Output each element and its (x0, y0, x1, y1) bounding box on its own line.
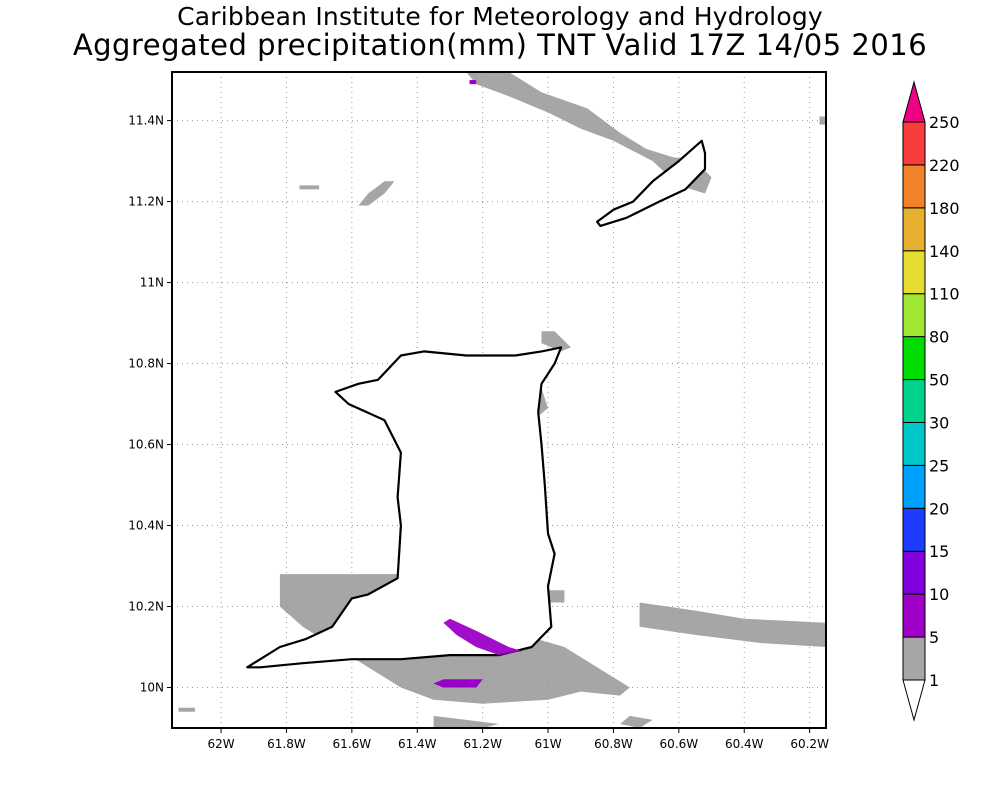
lon-tick-label: 61.4W (398, 737, 437, 751)
colorbar-box (902, 207, 926, 252)
precip-area-1-5mm (541, 331, 571, 352)
axis-ticks: 62W 61.8W 61.6W 61.4W 61.2W 61W 60.8W 60.6W 60.4… (128, 114, 829, 751)
colorbar-level-label: 250 (929, 113, 960, 132)
colorbar-box (902, 550, 926, 595)
lon-tick-label: 60.8W (594, 737, 633, 751)
colorbar-box (902, 336, 926, 381)
colorbar-box (902, 379, 926, 423)
colorbar-level-label: 50 (929, 371, 949, 390)
trinidad-outline (246, 346, 563, 669)
colorbar-box (902, 593, 926, 638)
colorbar-level-label: 5 (929, 628, 939, 647)
lon-tick-label: 62W (207, 737, 234, 751)
colorbar-level-label: 80 (929, 328, 949, 347)
precip-area-1-5mm (299, 185, 320, 190)
colorbar-level-label: 15 (929, 542, 949, 561)
precip-area-1-5mm (620, 715, 653, 728)
colorbar-box (902, 293, 926, 338)
lon-tick-label: 61.6W (333, 737, 372, 751)
precip-area-5-10mm-overlay (433, 679, 483, 688)
land-outlines (246, 80, 707, 688)
lat-tick-label: 10.2N (128, 600, 164, 614)
precip-area-1-5mm (178, 707, 195, 712)
lon-tick-label: 60.6W (660, 737, 699, 751)
colorbar-box (902, 250, 926, 295)
colorbar-level-label: 110 (929, 285, 960, 304)
lat-tick-label: 10.8N (128, 357, 164, 371)
colorbar-level-label: 20 (929, 499, 949, 518)
lon-tick-label: 61.2W (463, 737, 502, 751)
lon-tick-label: 61.8W (267, 737, 306, 751)
lat-tick-label: 11.2N (128, 195, 164, 209)
precip-area-1-5mm (358, 181, 395, 206)
precip-area-1-5mm (639, 602, 826, 647)
lat-tick-label: 10.6N (128, 438, 164, 452)
colorbar-level-label: 180 (929, 199, 960, 218)
colorbar-level-label: 220 (929, 156, 960, 175)
colorbar-level-label: 1 (929, 671, 939, 690)
colorbar-over-arrow (902, 80, 926, 123)
lon-tick-label: 61W (534, 737, 561, 751)
lon-tick-label: 60.2W (790, 737, 829, 751)
precip-area-5-10mm-overlay (469, 80, 477, 85)
colorbar-box (902, 421, 926, 466)
title-line-1: Caribbean Institute for Meteorology and … (177, 2, 823, 31)
colorbar-level-label: 140 (929, 242, 960, 261)
colorbar-level-label: 25 (929, 456, 949, 475)
lat-tick-label: 10.4N (128, 519, 164, 533)
gridlines (172, 72, 826, 728)
lat-tick-label: 11.4N (128, 114, 164, 128)
precip-area-5-10mm-overlay (443, 618, 522, 656)
colorbar-under-arrow (902, 679, 926, 722)
colorbar-level-label: 10 (929, 585, 949, 604)
precip-area-1-5mm (433, 715, 499, 728)
colorbar-box (902, 464, 926, 509)
lat-tick-label: 10N (140, 681, 164, 695)
colorbar-box (902, 507, 926, 552)
colorbar-level-label: 30 (929, 413, 949, 432)
colorbar-box (902, 164, 926, 209)
colorbar-box (902, 636, 926, 681)
map-frame (171, 71, 827, 729)
precip-area-1-5mm (548, 590, 565, 603)
tobago-outline (595, 139, 707, 227)
lon-tick-label: 60.4W (725, 737, 764, 751)
colorbar-box (902, 121, 926, 166)
title-line-2: Aggregated precipitation(mm) TNT Valid 1… (72, 28, 928, 62)
precip-area-1-5mm (466, 72, 712, 194)
lat-tick-label: 11N (140, 276, 164, 290)
